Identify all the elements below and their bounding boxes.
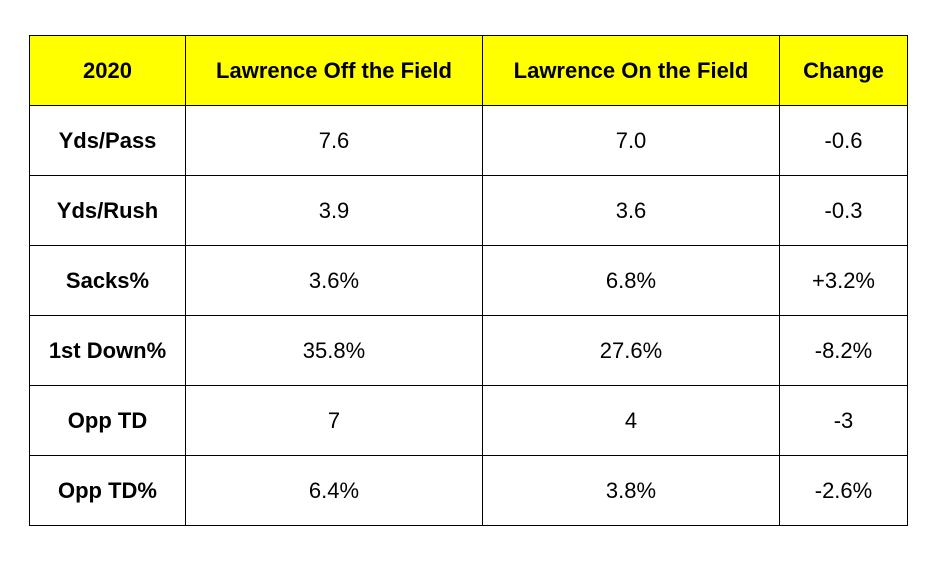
row-label: Opp TD: [29, 385, 186, 456]
on-field-value: 27.6%: [482, 315, 780, 386]
row-label: Yds/Pass: [29, 105, 186, 176]
row-label: 1st Down%: [29, 315, 186, 386]
change-value: -8.2%: [779, 315, 908, 386]
row-label: Sacks%: [29, 245, 186, 316]
change-value: +3.2%: [779, 245, 908, 316]
on-field-value: 7.0: [482, 105, 780, 176]
change-value: -0.6: [779, 105, 908, 176]
table-body: Yds/Pass 7.6 7.0 -0.6 Yds/Rush 3.9 3.6 -…: [29, 105, 908, 526]
change-value: -0.3: [779, 175, 908, 246]
on-field-value: 3.6: [482, 175, 780, 246]
off-field-value: 7: [185, 385, 483, 456]
off-field-value: 35.8%: [185, 315, 483, 386]
header-on-field: Lawrence On the Field: [482, 35, 780, 106]
table-header: 2020 Lawrence Off the Field Lawrence On …: [29, 35, 908, 106]
on-field-value: 6.8%: [482, 245, 780, 316]
header-year: 2020: [29, 35, 186, 106]
table-row: Yds/Pass 7.6 7.0 -0.6: [29, 105, 908, 176]
off-field-value: 7.6: [185, 105, 483, 176]
header-row: 2020 Lawrence Off the Field Lawrence On …: [29, 35, 908, 106]
row-label: Opp TD%: [29, 455, 186, 526]
row-label: Yds/Rush: [29, 175, 186, 246]
on-field-value: 3.8%: [482, 455, 780, 526]
header-off-field: Lawrence Off the Field: [185, 35, 483, 106]
on-field-value: 4: [482, 385, 780, 456]
change-value: -3: [779, 385, 908, 456]
change-value: -2.6%: [779, 455, 908, 526]
table-row: Yds/Rush 3.9 3.6 -0.3: [29, 175, 908, 246]
stats-table: 2020 Lawrence Off the Field Lawrence On …: [29, 35, 908, 526]
table-row: Sacks% 3.6% 6.8% +3.2%: [29, 245, 908, 316]
header-change: Change: [779, 35, 908, 106]
table-row: Opp TD% 6.4% 3.8% -2.6%: [29, 455, 908, 526]
table-row: Opp TD 7 4 -3: [29, 385, 908, 456]
table-row: 1st Down% 35.8% 27.6% -8.2%: [29, 315, 908, 386]
off-field-value: 3.9: [185, 175, 483, 246]
off-field-value: 3.6%: [185, 245, 483, 316]
off-field-value: 6.4%: [185, 455, 483, 526]
